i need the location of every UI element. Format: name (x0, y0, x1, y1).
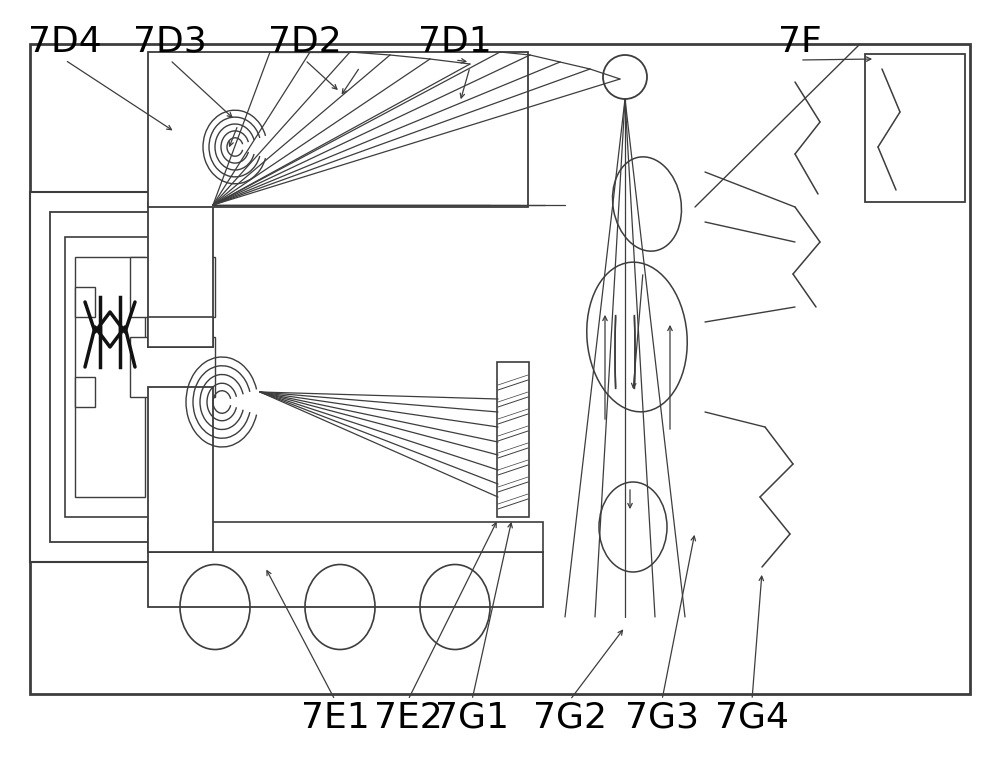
Bar (148, 522, 543, 552)
Text: 7E2: 7E2 (374, 701, 442, 735)
Bar (75, 287, 95, 317)
Bar (148, 387, 213, 552)
Text: 7G3: 7G3 (625, 701, 699, 735)
Bar (138, 265, 163, 307)
Bar (148, 317, 213, 347)
Bar (130, 257, 215, 317)
Text: 7D3: 7D3 (133, 25, 207, 59)
Bar (162, 346, 207, 382)
Bar (138, 345, 163, 387)
Bar (497, 362, 529, 517)
Bar (30, 44, 970, 694)
Bar (148, 202, 213, 347)
Bar (30, 192, 175, 562)
Text: 7D1: 7D1 (418, 25, 492, 59)
Text: 7G4: 7G4 (715, 701, 789, 735)
Bar (148, 552, 543, 607)
Bar (75, 257, 145, 497)
Text: 7E1: 7E1 (301, 701, 369, 735)
Bar (50, 212, 165, 542)
Bar (65, 237, 155, 517)
Text: 7G1: 7G1 (435, 701, 509, 735)
Bar (130, 337, 215, 397)
Bar (75, 377, 95, 407)
Circle shape (603, 55, 647, 99)
Bar (162, 266, 207, 302)
Bar (865, 54, 965, 202)
Text: 7D2: 7D2 (268, 25, 342, 59)
Text: 7F: 7F (778, 25, 822, 59)
Text: 7G2: 7G2 (533, 701, 607, 735)
Bar (148, 52, 528, 207)
Text: 7D4: 7D4 (28, 25, 102, 59)
